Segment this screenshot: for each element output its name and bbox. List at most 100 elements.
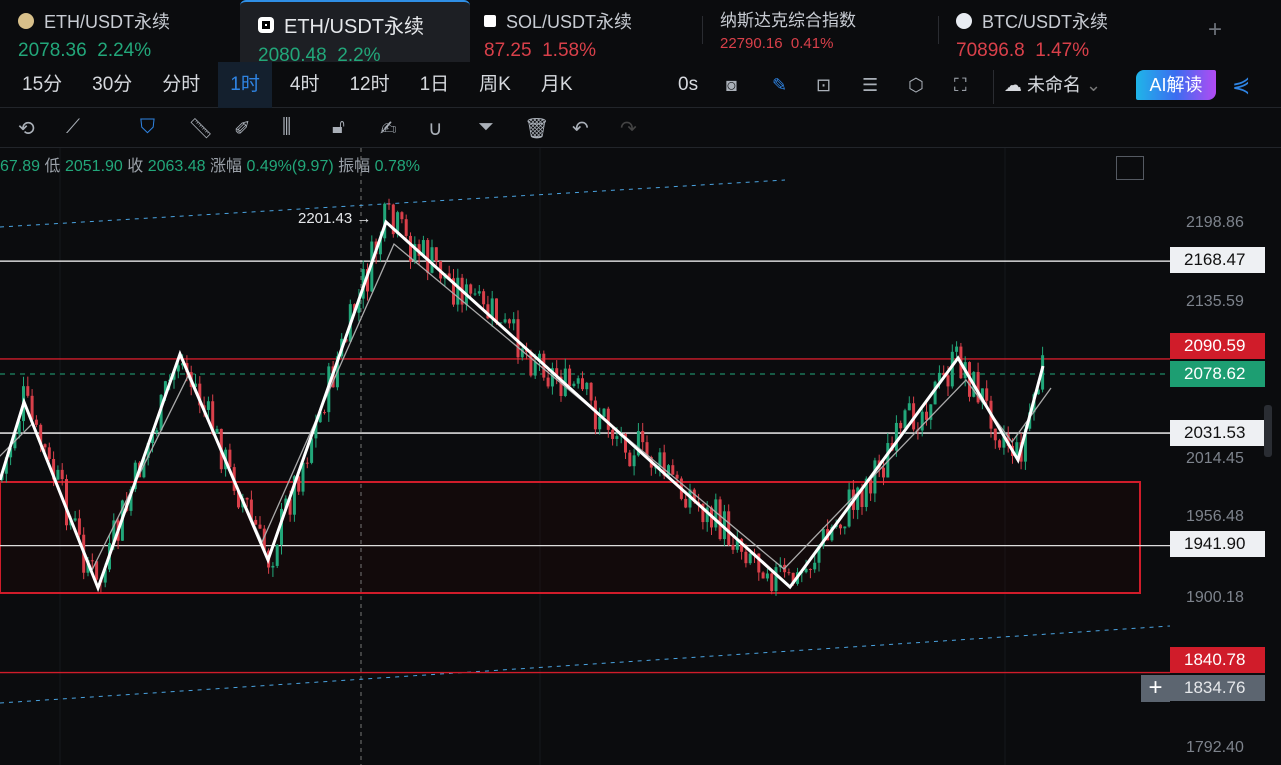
tab-change: 1.47% <box>1035 40 1090 61</box>
candle <box>675 474 679 479</box>
candle <box>606 408 610 430</box>
candle <box>292 476 296 515</box>
interval-30m[interactable]: 30分 <box>92 73 133 95</box>
candle <box>658 452 662 468</box>
candle <box>744 551 748 564</box>
undo-icon[interactable]: ↶ <box>572 118 589 140</box>
pencil-icon[interactable]: ✎ <box>772 75 788 95</box>
candle <box>129 489 133 511</box>
redo-icon[interactable]: ↷ <box>620 118 637 140</box>
settings-icon[interactable]: ⬡ <box>908 75 924 95</box>
trash-icon[interactable]: 🗑︎ <box>524 118 550 140</box>
candle <box>864 478 868 507</box>
candle <box>9 448 13 458</box>
layout-name: 未命名 <box>1027 75 1082 95</box>
candle <box>1023 428 1027 462</box>
candle <box>456 277 460 305</box>
candle <box>366 269 369 292</box>
candle <box>400 212 404 220</box>
candle <box>245 497 249 500</box>
line-tools-icon[interactable]: ⟋ <box>66 116 80 138</box>
candle <box>396 212 400 235</box>
high-annotation: 2201.43 → <box>298 210 372 227</box>
magnet-icon[interactable]: ∪ <box>428 118 443 140</box>
unlock-icon[interactable]: 🔓︎ <box>332 116 345 138</box>
candle <box>692 489 696 502</box>
candle <box>1006 434 1010 446</box>
tab-change: 1.58% <box>542 40 596 61</box>
ai-interpret-button[interactable]: AI解读 <box>1136 70 1216 100</box>
candle <box>856 487 860 510</box>
interval-1d[interactable]: 1日 <box>419 73 450 95</box>
add-window-icon[interactable]: ⊡ <box>816 75 832 95</box>
candle <box>615 436 619 439</box>
candles-icon[interactable]: ⫼ <box>282 116 292 138</box>
tab-nasdaq[interactable]: 纳斯达克综合指数 22790.16 0.41% <box>702 0 938 62</box>
candle <box>503 319 507 323</box>
candle <box>920 411 924 431</box>
candle <box>301 462 305 492</box>
candle <box>860 487 864 507</box>
range-box <box>0 481 1141 594</box>
okx-icon <box>258 16 274 33</box>
camera-icon[interactable]: ◙ <box>726 75 737 95</box>
ruler-icon[interactable]: 📏︎ <box>188 118 214 140</box>
tab-price: 22790.16 <box>720 35 783 52</box>
candle <box>284 498 288 509</box>
filter-icon[interactable]: ⏷ <box>478 116 494 138</box>
axis-collapse-handle[interactable] <box>1264 405 1272 457</box>
crosshair-add-button[interactable]: + <box>1141 675 1170 702</box>
interval-15m[interactable]: 15分 <box>22 73 63 95</box>
brush-icon[interactable]: ✐ <box>234 118 251 140</box>
candle <box>305 462 309 464</box>
add-tab-button[interactable]: + <box>1208 16 1223 43</box>
edit-note-icon[interactable]: ✍ <box>380 118 397 140</box>
candle <box>112 520 116 544</box>
candle <box>30 395 34 420</box>
candle <box>43 444 47 448</box>
candle <box>482 291 486 305</box>
collapse-icon[interactable] <box>1116 156 1144 180</box>
candle <box>4 457 8 474</box>
fullscreen-icon[interactable]: ⛶ <box>954 75 967 95</box>
interval-1h[interactable]: 1时 <box>218 61 272 108</box>
candle <box>254 519 258 525</box>
candle <box>636 431 640 456</box>
candle <box>262 528 266 551</box>
candle <box>804 568 808 573</box>
price-tag-cursor: 1834.76 <box>1170 675 1265 701</box>
layout-selector[interactable]: ☁ 未命名 ⌄ <box>1004 62 1101 108</box>
bookmark-select-icon[interactable]: ⛉ <box>140 116 155 138</box>
tab-eth-spot[interactable]: ETH/USDT永续 2078.36 2.24% <box>0 0 236 62</box>
candle <box>103 569 107 583</box>
tab-name: 纳斯达克综合指数 <box>720 11 856 30</box>
candle <box>159 394 163 431</box>
candle <box>581 378 584 390</box>
candle <box>95 561 99 580</box>
countdown[interactable]: 0s <box>678 74 699 95</box>
candle <box>985 388 989 401</box>
candle <box>1036 389 1040 395</box>
candle <box>632 455 636 467</box>
interval-week[interactable]: 周K <box>479 73 511 95</box>
interval-4h[interactable]: 4时 <box>289 73 320 95</box>
interval-12h[interactable]: 12时 <box>349 73 390 95</box>
tab-btc[interactable]: BTC/USDT永续 70896.8 1.47% <box>938 0 1174 62</box>
drawing-toolbar: ⟲ ⟋ ⛉ 📏︎ ✐ ⫼ 🔓︎ ✍ ∪ ⏷ 🗑︎ ↶ ↷ <box>0 110 1281 148</box>
tab-price: 70896.8 <box>956 40 1025 61</box>
tab-sol[interactable]: SOL/USDT永续 87.25 1.58% <box>466 0 702 62</box>
candle <box>237 490 240 508</box>
candle <box>249 499 253 520</box>
list-icon[interactable]: ☰ <box>862 75 879 95</box>
candle <box>271 565 275 568</box>
sync-drawing-icon[interactable]: ⟲ <box>18 118 35 140</box>
symbol-tabs: ETH/USDT永续 2078.36 2.24% ETH/USDT永续 2080.4… <box>0 0 1281 66</box>
candle <box>568 368 572 387</box>
candle <box>77 518 81 535</box>
candle <box>830 526 834 541</box>
interval-timeshare[interactable]: 分时 <box>162 73 201 95</box>
interval-month[interactable]: 月K <box>540 73 573 95</box>
tab-eth-perp[interactable]: ETH/USDT永续 2080.48 2.2% <box>240 0 470 66</box>
share-icon[interactable]: ⋞ <box>1232 72 1251 97</box>
